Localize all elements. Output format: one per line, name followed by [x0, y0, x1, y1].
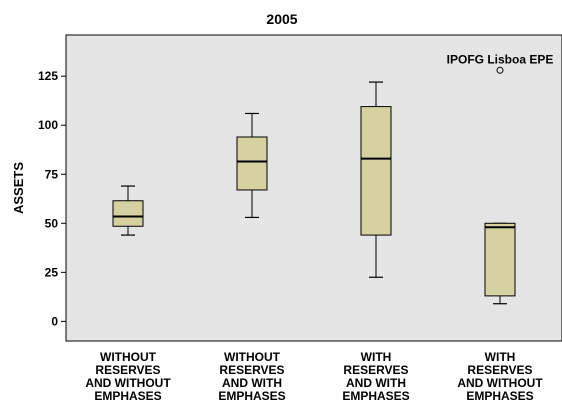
category-label-line: AND WITHOUT: [457, 376, 543, 390]
outlier-point: [496, 66, 504, 74]
box-series: IPOFG Lisboa EPE: [112, 52, 554, 305]
chart-title: 2005: [266, 11, 297, 27]
box-4: IPOFG Lisboa EPE: [447, 52, 554, 305]
y-tick-label: 50: [45, 216, 59, 230]
category-label-line: AND WITH: [222, 376, 282, 390]
category-label-line: AND WITH: [346, 376, 406, 390]
category-label-line: WITH: [485, 350, 516, 364]
box-iqr: [484, 222, 516, 297]
plot-area: [65, 34, 562, 342]
outlier-label: IPOFG Lisboa EPE: [447, 52, 554, 66]
category-label-line: RESERVES: [95, 363, 160, 377]
category-label-line: RESERVES: [343, 363, 408, 377]
box-2: [236, 112, 268, 219]
category-label-line: AND WITHOUT: [85, 376, 171, 390]
category-label-line: EMPHASES: [218, 389, 285, 403]
y-tick-label: 100: [38, 118, 58, 132]
category-label-line: EMPHASES: [342, 389, 409, 403]
category-label-line: WITHOUT: [224, 350, 281, 364]
y-tick-label: 25: [45, 265, 59, 279]
y-tick-label: 75: [45, 167, 59, 181]
box-iqr: [360, 106, 392, 236]
category-label-line: WITH: [361, 350, 392, 364]
y-tick-label: 125: [38, 69, 58, 83]
box-3: [360, 81, 392, 278]
y-axis-ticks: 0 25 50 75 100 125: [38, 69, 66, 328]
box-1: [112, 185, 144, 236]
box-iqr: [236, 136, 268, 191]
y-tick-label: 0: [51, 314, 58, 328]
category-label-line: RESERVES: [219, 363, 284, 377]
box-iqr: [112, 200, 144, 227]
category-label-line: EMPHASES: [94, 389, 161, 403]
category-label-line: EMPHASES: [466, 389, 533, 403]
category-label-line: RESERVES: [467, 363, 532, 377]
category-label-line: WITHOUT: [100, 350, 157, 364]
y-axis-label: ASSETS: [11, 162, 26, 214]
